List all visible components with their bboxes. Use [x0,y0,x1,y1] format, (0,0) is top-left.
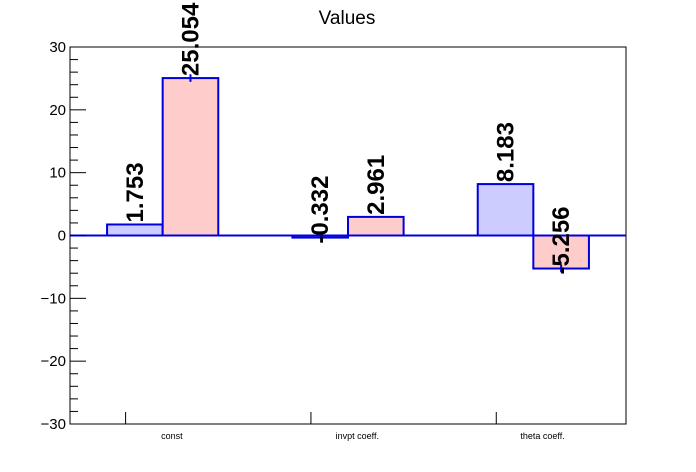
y-tick-label: 0 [58,228,66,245]
value-label: 1.753 [122,162,149,222]
y-tick-label: 10 [49,165,66,182]
value-label: 8.183 [493,122,520,182]
category-label: invpt coeff. [336,431,379,441]
bar [476,183,535,237]
category-label: const [161,431,183,441]
bar [532,234,590,270]
y-tick-label: 20 [49,102,66,119]
y-axis: −30 −20 −10 0 10 20 30 [41,39,86,433]
y-tick-label: −20 [41,353,66,370]
bars [70,74,626,273]
value-label: -5.256 [548,206,575,274]
bar [161,77,220,237]
category-label: theta coeff. [520,431,564,441]
value-label: 2.961 [363,155,390,215]
value-label: 25.054 [177,2,204,76]
bar [347,215,405,237]
x-axis: const invpt coeff. theta coeff. [125,412,565,441]
y-tick-label: −30 [41,416,66,433]
y-tick-label: −10 [41,290,66,307]
bar [106,223,164,237]
chart-title: Values [319,8,376,29]
value-labels: 1.753 -0.332 8.183 25.054 2.961 -5.256 [122,2,575,275]
value-label: -0.332 [307,176,334,244]
y-tick-label: 30 [49,39,66,56]
